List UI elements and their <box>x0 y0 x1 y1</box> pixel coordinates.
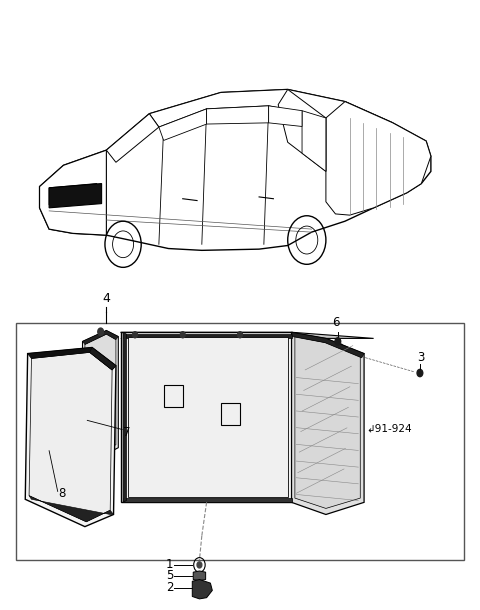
Text: ↲91-924: ↲91-924 <box>366 423 412 433</box>
Circle shape <box>417 370 423 376</box>
Polygon shape <box>29 496 114 522</box>
Polygon shape <box>159 109 206 140</box>
Polygon shape <box>83 331 118 345</box>
Polygon shape <box>49 184 102 208</box>
Circle shape <box>238 332 242 338</box>
Circle shape <box>335 338 341 345</box>
Polygon shape <box>149 90 393 138</box>
Polygon shape <box>302 110 326 171</box>
Polygon shape <box>123 334 291 339</box>
Polygon shape <box>128 337 288 498</box>
Polygon shape <box>193 571 205 581</box>
Polygon shape <box>90 348 116 370</box>
Polygon shape <box>291 332 364 514</box>
Circle shape <box>132 332 137 338</box>
Polygon shape <box>29 353 112 522</box>
Polygon shape <box>120 332 292 503</box>
Polygon shape <box>83 331 118 454</box>
Text: 3: 3 <box>418 351 425 364</box>
Circle shape <box>180 332 185 338</box>
Polygon shape <box>85 334 116 450</box>
Polygon shape <box>206 106 269 124</box>
Polygon shape <box>192 580 212 599</box>
Polygon shape <box>269 106 302 126</box>
Polygon shape <box>39 90 431 250</box>
Polygon shape <box>107 113 159 162</box>
Circle shape <box>197 562 202 568</box>
Polygon shape <box>326 102 431 215</box>
Polygon shape <box>295 337 360 508</box>
Text: 4: 4 <box>102 292 110 305</box>
Polygon shape <box>278 90 326 171</box>
Polygon shape <box>120 332 373 339</box>
Bar <box>221 403 240 425</box>
Polygon shape <box>28 348 116 370</box>
Text: 1: 1 <box>166 558 173 572</box>
Bar <box>16 323 464 560</box>
Polygon shape <box>39 150 107 235</box>
Polygon shape <box>123 498 291 503</box>
Polygon shape <box>49 184 97 205</box>
Text: 8: 8 <box>59 487 66 500</box>
Polygon shape <box>291 332 364 358</box>
Polygon shape <box>123 332 126 503</box>
Circle shape <box>98 328 104 336</box>
Text: 2: 2 <box>166 581 173 595</box>
Text: 7: 7 <box>123 426 131 439</box>
Text: 6: 6 <box>332 317 339 329</box>
Polygon shape <box>25 348 116 526</box>
Bar <box>164 385 183 407</box>
Text: 5: 5 <box>166 569 173 583</box>
